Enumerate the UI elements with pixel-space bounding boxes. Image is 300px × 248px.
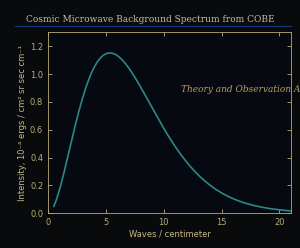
- X-axis label: Waves / centimeter: Waves / centimeter: [129, 230, 210, 239]
- Text: Cosmic Microwave Background Spectrum from COBE: Cosmic Microwave Background Spectrum fro…: [26, 15, 274, 24]
- Y-axis label: Intensity, 10⁻⁴ ergs / cm² sr sec cm⁻¹: Intensity, 10⁻⁴ ergs / cm² sr sec cm⁻¹: [18, 45, 27, 201]
- Text: Theory and Observation Agree: Theory and Observation Agree: [181, 85, 300, 94]
